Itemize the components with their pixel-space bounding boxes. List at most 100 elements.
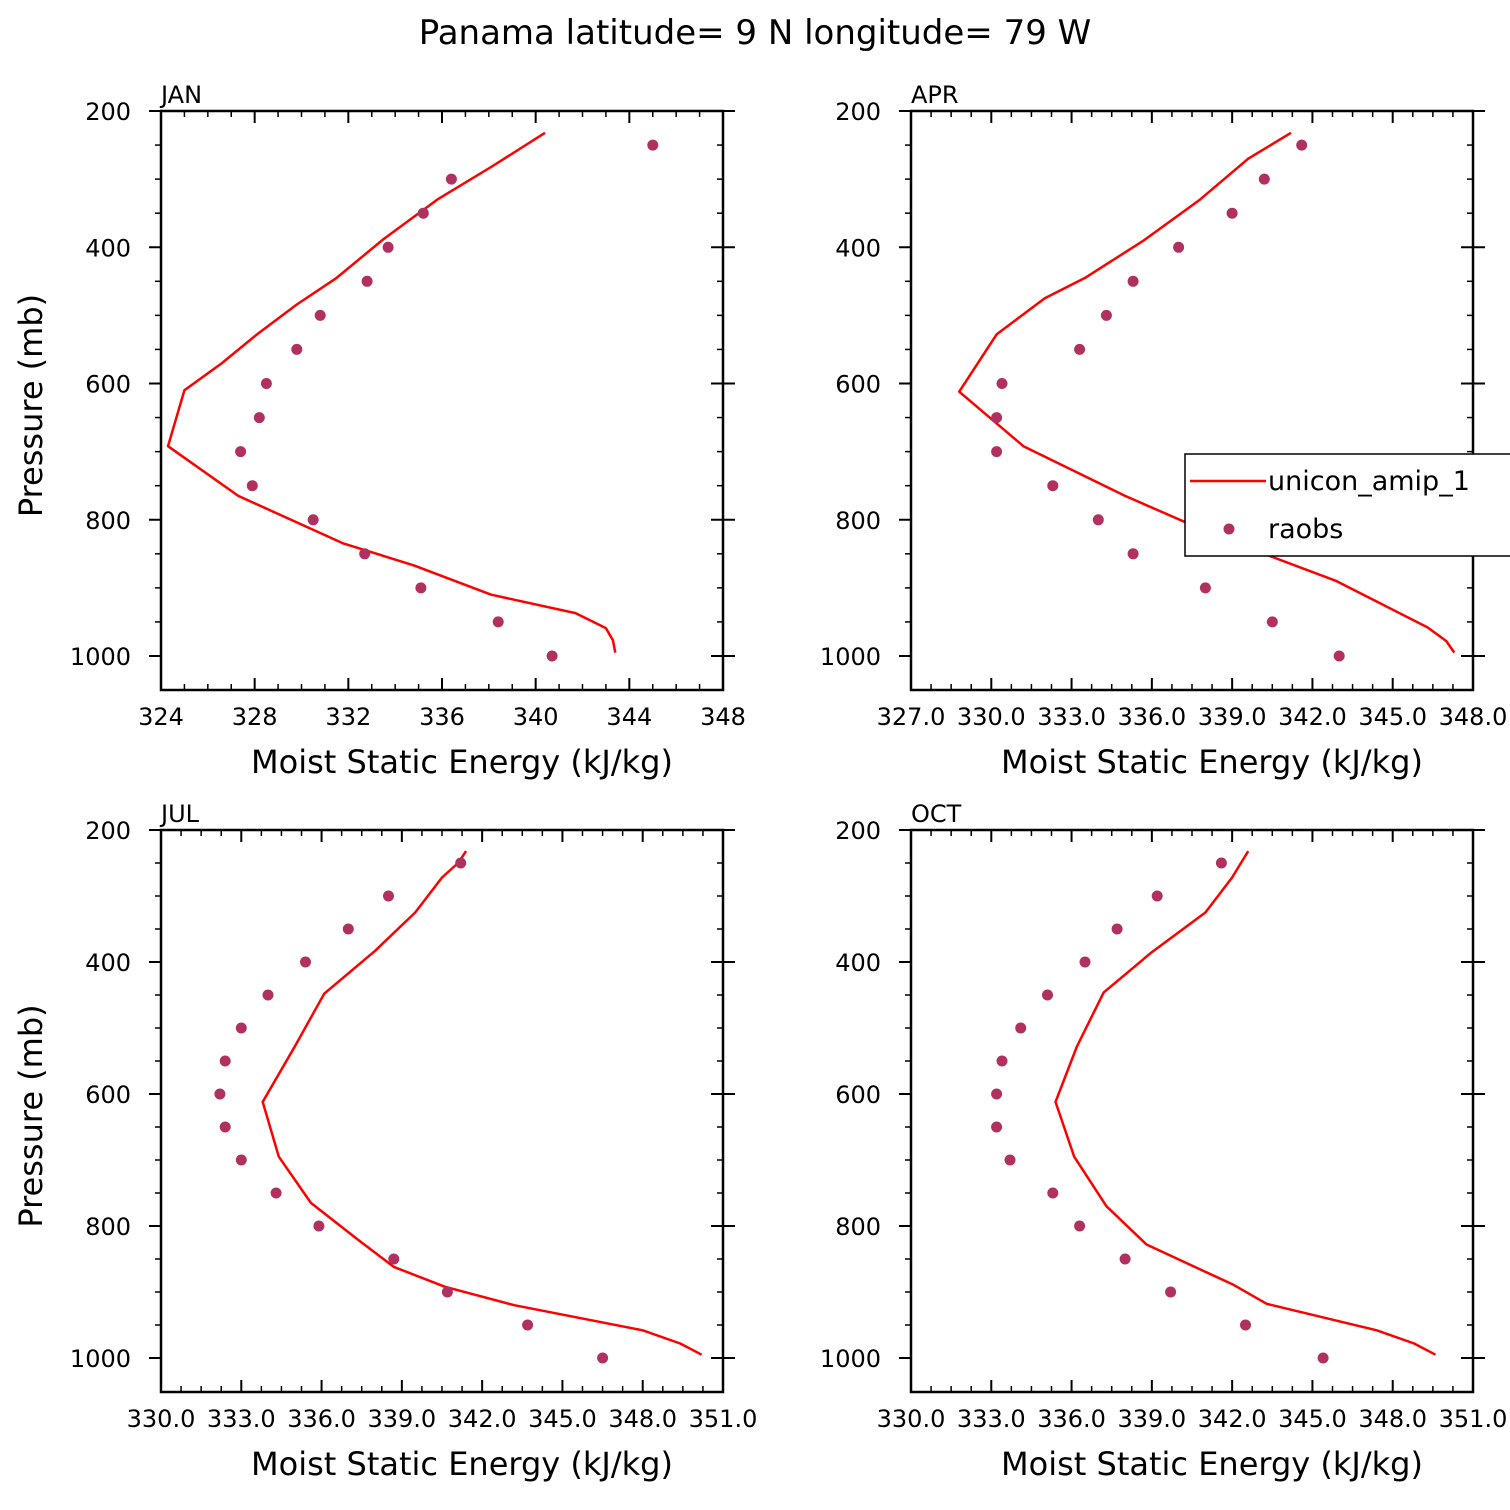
data-point-raobs	[1317, 1352, 1329, 1364]
plot-frame	[159, 828, 725, 1394]
data-point-raobs	[260, 378, 272, 389]
data-point-raobs	[417, 207, 429, 219]
data-point-raobs	[1100, 309, 1112, 321]
data-point-raobs	[1079, 956, 1091, 968]
panel-apr: APR 327.0 330.0 333.0 336.0 339.0 342.0 345.0 34…	[820, 81, 1507, 781]
data-point-raobs	[361, 275, 373, 287]
x-tick-label: 332	[325, 703, 371, 731]
data-point-raobs	[1074, 343, 1086, 355]
y-tick-label: 1000	[70, 1345, 131, 1373]
data-point-raobs	[1092, 514, 1104, 526]
y-tick-label: 600	[85, 371, 131, 399]
panel-title: OCT	[911, 800, 962, 828]
x-tick-label: 339.0	[1198, 703, 1267, 731]
x-tick-label: 345.0	[528, 1405, 597, 1433]
plot-frame	[909, 109, 1475, 692]
y-tick-label: 600	[835, 1081, 881, 1109]
data-point-raobs	[313, 1220, 325, 1232]
x-tick-label: 344	[606, 703, 652, 731]
y-axis-label: Pressure (mb)	[12, 1004, 50, 1227]
data-point-raobs	[647, 139, 659, 151]
data-point-raobs	[219, 1121, 231, 1133]
data-point-raobs	[996, 378, 1008, 389]
series-line-unicon_amip_1	[1054, 850, 1437, 1356]
y-tick-label: 600	[835, 371, 881, 399]
data-point-raobs	[359, 548, 371, 560]
data-point-raobs	[1047, 480, 1059, 492]
data-point-raobs	[219, 1055, 231, 1067]
data-point-raobs	[1173, 241, 1185, 253]
data-point-raobs	[1074, 1220, 1086, 1232]
x-tick-label: 342.0	[1198, 1405, 1267, 1433]
data-point-raobs	[996, 1055, 1008, 1067]
y-tick-label: 400	[85, 949, 131, 977]
data-point-raobs	[1119, 1253, 1131, 1265]
x-tick-label: 336.0	[1117, 703, 1186, 731]
plot-frame	[909, 828, 1475, 1394]
data-point-raobs	[1333, 650, 1345, 662]
y-tick-label: 200	[835, 817, 881, 845]
x-tick-label: 351.0	[689, 1405, 758, 1433]
x-tick-label: 328	[232, 703, 278, 731]
data-point-raobs	[991, 446, 1003, 458]
data-point-raobs	[300, 956, 311, 968]
data-point-raobs	[492, 616, 504, 628]
x-tick-label: 342.0	[1278, 703, 1347, 731]
series-line-unicon_amip_1	[261, 850, 703, 1356]
y-tick-label: 200	[85, 817, 131, 845]
data-point-raobs	[1151, 890, 1163, 902]
data-point-raobs	[445, 173, 457, 185]
panel-title: APR	[911, 81, 959, 109]
data-point-raobs	[235, 1154, 247, 1166]
x-tick-label: 348.0	[1358, 1405, 1427, 1433]
data-point-raobs	[291, 343, 303, 355]
panel-oct: OCT 330.0 333.0 336.0 339.0 342.0 345.0 348.0 35…	[820, 800, 1507, 1483]
x-tick-label: 345.0	[1358, 703, 1427, 731]
x-tick-label: 351.0	[1439, 1405, 1508, 1433]
y-tick-label: 200	[835, 98, 881, 126]
data-point-raobs	[597, 1352, 609, 1364]
panels-group: JAN 324 328 332 336 340 344 348 200 400 600 800 1000…	[12, 81, 1507, 1483]
x-tick-label: 339.0	[1117, 1405, 1186, 1433]
y-tick-label: 400	[835, 234, 881, 262]
data-point-raobs	[1004, 1154, 1016, 1166]
legend: unicon_amip_1 raobs	[1184, 453, 1510, 557]
x-tick-label: 336.0	[287, 1405, 356, 1433]
data-point-raobs	[991, 1121, 1003, 1133]
data-point-raobs	[1015, 1022, 1027, 1034]
y-tick-label: 400	[85, 234, 131, 262]
data-point-raobs	[991, 412, 1003, 424]
y-tick-label: 1000	[820, 643, 881, 671]
x-tick-label: 348	[700, 703, 746, 731]
x-axis-label: Moist Static Energy (kJ/kg)	[1001, 743, 1423, 781]
data-point-raobs	[246, 480, 258, 492]
x-axis-label: Moist Static Energy (kJ/kg)	[1001, 1445, 1423, 1483]
data-point-raobs	[307, 514, 319, 526]
data-point-raobs	[235, 1022, 247, 1034]
x-tick-label: 342.0	[448, 1405, 517, 1433]
figure-title: Panama latitude= 9 N longitude= 79 W	[419, 13, 1092, 53]
x-tick-label: 333.0	[207, 1405, 276, 1433]
legend-label-model: unicon_amip_1	[1268, 466, 1470, 497]
y-tick-label: 1000	[70, 643, 131, 671]
data-point-raobs	[270, 1187, 282, 1199]
x-tick-label: 330.0	[877, 1405, 946, 1433]
y-axis-label: Pressure (mb)	[12, 294, 50, 517]
series-line-unicon_amip_1	[166, 131, 617, 653]
data-point-raobs	[441, 1286, 453, 1298]
data-point-raobs	[522, 1319, 534, 1331]
y-tick-label: 800	[85, 1213, 131, 1241]
data-point-raobs	[1042, 989, 1053, 1001]
y-tick-label: 400	[835, 949, 881, 977]
x-axis-label: Moist Static Energy (kJ/kg)	[251, 743, 673, 781]
x-tick-label: 339.0	[367, 1405, 436, 1433]
x-tick-label: 327.0	[877, 703, 946, 731]
data-point-raobs	[1127, 275, 1139, 287]
data-point-raobs	[1047, 1187, 1059, 1199]
data-point-raobs	[383, 890, 394, 902]
data-point-raobs	[1258, 173, 1270, 185]
x-tick-label: 336	[419, 703, 465, 731]
data-point-raobs	[1165, 1286, 1177, 1298]
x-tick-label: 345.0	[1278, 1405, 1347, 1433]
x-tick-label: 340	[513, 703, 559, 731]
